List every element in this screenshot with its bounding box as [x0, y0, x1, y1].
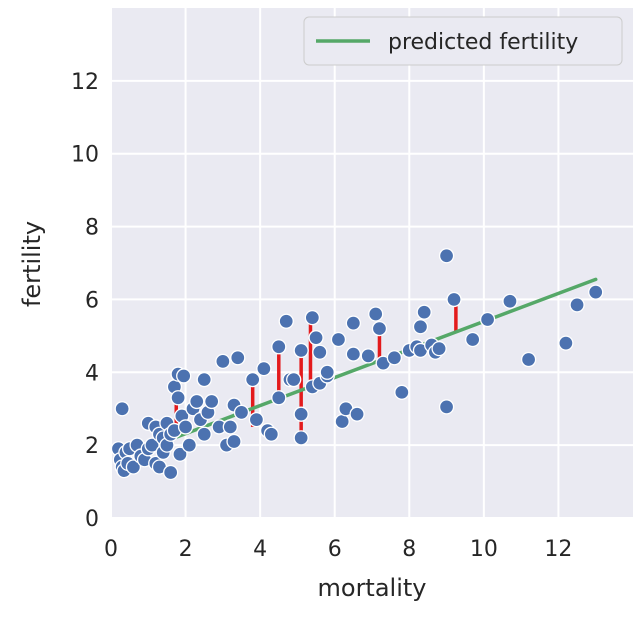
- data-point: [412, 319, 429, 335]
- legend-label: predicted fertility: [388, 30, 578, 55]
- y-axis-label: fertility: [18, 221, 46, 307]
- data-point: [345, 315, 362, 331]
- x-tick-label: 10: [470, 537, 498, 562]
- data-point: [196, 426, 212, 442]
- data-point: [293, 406, 309, 422]
- y-tick-label: 0: [85, 507, 99, 532]
- data-point: [144, 437, 160, 453]
- data-point: [172, 446, 188, 462]
- data-point: [479, 311, 496, 328]
- data-point: [308, 330, 324, 346]
- data-point: [438, 399, 455, 415]
- data-point: [271, 339, 287, 355]
- y-tick-label: 4: [85, 361, 99, 386]
- y-tick-label: 12: [71, 70, 99, 95]
- data-point: [502, 293, 518, 309]
- data-point: [189, 393, 205, 410]
- data-point: [312, 344, 328, 360]
- data-point: [588, 284, 604, 300]
- data-point: [263, 426, 279, 442]
- x-tick-label: 0: [104, 537, 118, 562]
- data-point: [293, 342, 309, 359]
- x-tick-label: 4: [253, 537, 267, 562]
- data-point: [271, 390, 287, 406]
- data-point: [245, 371, 261, 388]
- data-point: [558, 335, 574, 351]
- data-point: [226, 433, 242, 450]
- data-point: [465, 331, 481, 348]
- data-point: [196, 371, 212, 388]
- data-point: [278, 313, 294, 329]
- data-point: [520, 351, 537, 368]
- x-tick-label: 2: [179, 537, 193, 562]
- data-point: [368, 306, 384, 322]
- data-point: [125, 459, 142, 475]
- data-point: [386, 350, 403, 366]
- data-point: [248, 411, 265, 428]
- data-point: [163, 464, 179, 481]
- x-axis-label: mortality: [318, 574, 427, 602]
- data-point: [360, 348, 376, 364]
- data-point: [176, 368, 192, 384]
- data-point: [230, 350, 246, 366]
- data-point: [330, 331, 347, 348]
- data-point: [345, 346, 362, 362]
- x-tick-label: 6: [328, 537, 342, 562]
- data-point: [569, 297, 585, 313]
- data-point: [215, 353, 231, 370]
- y-tick-label: 2: [85, 434, 99, 459]
- data-point: [114, 401, 130, 417]
- data-point: [233, 404, 250, 421]
- data-point: [319, 364, 335, 380]
- data-point: [170, 390, 186, 406]
- data-point: [394, 384, 410, 400]
- data-point: [222, 419, 238, 435]
- data-point: [293, 430, 309, 446]
- data-point: [349, 406, 365, 422]
- y-tick-label: 6: [85, 288, 99, 313]
- data-point: [181, 437, 197, 453]
- data-point: [446, 291, 462, 308]
- data-point: [416, 304, 432, 320]
- data-point: [177, 419, 194, 435]
- data-point: [334, 413, 350, 430]
- data-point: [204, 393, 220, 410]
- x-tick-label: 8: [402, 537, 416, 562]
- legend-box: [303, 16, 623, 66]
- x-tick-label: 12: [544, 537, 572, 562]
- data-point: [438, 248, 455, 264]
- data-point: [256, 360, 272, 377]
- y-tick-label: 10: [71, 143, 99, 168]
- data-point: [304, 309, 320, 326]
- data-point: [371, 320, 388, 337]
- data-point: [431, 340, 447, 357]
- y-tick-label: 8: [85, 216, 99, 241]
- data-point: [286, 371, 302, 388]
